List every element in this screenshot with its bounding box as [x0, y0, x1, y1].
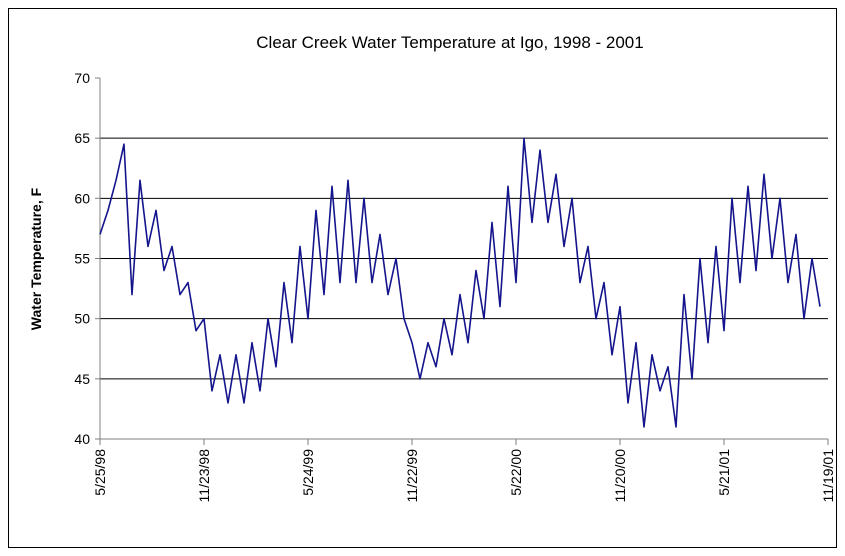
y-tick-label: 55: [74, 251, 90, 267]
x-tick-label: 11/22/99: [404, 449, 420, 503]
y-tick-label: 50: [74, 311, 90, 327]
y-tick-label: 70: [74, 70, 90, 86]
x-tick-label: 11/23/98: [196, 449, 212, 503]
x-tick-label: 11/20/00: [612, 449, 628, 503]
x-tick-label: 11/19/01: [820, 449, 836, 503]
chart-title: Clear Creek Water Temperature at Igo, 19…: [256, 33, 643, 52]
x-tick-label: 5/24/99: [300, 449, 316, 496]
x-tick-label: 5/22/00: [508, 449, 524, 496]
data-line: [99, 137, 821, 428]
y-tick-label: 60: [74, 190, 90, 206]
y-tick-label: 40: [74, 431, 90, 447]
x-tick-label: 5/21/01: [716, 449, 732, 496]
y-tick-label: 65: [74, 130, 90, 146]
y-axis-label: Water Temperature, F: [28, 187, 44, 330]
y-tick-label: 45: [74, 371, 90, 387]
x-tick-label: 5/25/98: [92, 449, 108, 496]
